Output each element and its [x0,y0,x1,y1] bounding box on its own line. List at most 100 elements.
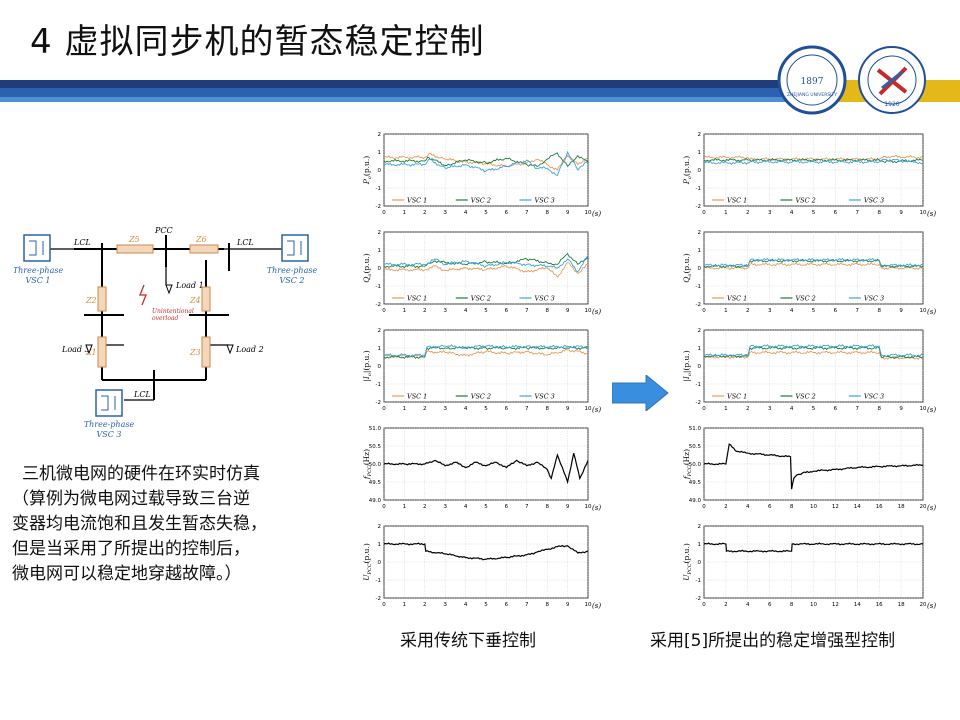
y-tick-label: -1 [696,186,701,192]
x-tick-label: 1 [724,308,728,314]
series-line-2 [704,157,923,164]
x-tick-label: 6 [505,308,509,314]
y-tick-label: 0 [698,168,702,174]
x-axis-label: (s) [927,308,936,316]
x-tick-label: 10 [920,406,927,412]
series-line-2 [384,152,588,168]
x-tick-label: 5 [812,308,816,314]
x-tick-label: 9 [566,406,570,412]
load-2-label: Load 2 [235,345,264,354]
z2-label: Z2 [85,296,97,305]
x-tick-label: 4 [464,210,468,216]
x-tick-label: 5 [484,210,488,216]
vsc-2-icon [281,234,309,262]
x-tick-label: 6 [834,406,838,412]
x-tick-label: 6 [505,406,509,412]
description-line: 三机微电网的硬件在环实时仿真 [22,464,260,484]
x-tick-label: 6 [834,308,838,314]
lcl-1-label: LCL [73,238,91,247]
y-axis-label: |Io|(p.u.) [362,350,373,381]
series-line-1 [384,152,588,171]
lcl-3-label: LCL [133,390,151,399]
right-arrow-icon [612,375,669,411]
y-tick-label: -2 [696,302,701,308]
x-tick-label: 7 [525,308,529,314]
x-tick-label: 7 [856,308,860,314]
x-tick-label: 5 [484,504,488,510]
x-tick-label: 6 [768,602,772,608]
x-tick-label: 2 [423,504,427,510]
y-axis-label: |Io|(p.u.) [682,350,693,381]
y-tick-label: 1 [378,248,382,254]
x-tick-label: 9 [899,308,903,314]
vsc-3-label-2: VSC 3 [96,430,121,439]
x-tick-label: 0 [382,504,386,510]
x-tick-label: 0 [702,406,706,412]
microgrid-circuit-diagram: Z5 Z6 Z2 Z4 Z1 Z3 PCC LCL LCL LCL Load 1… [14,226,318,439]
caption-left: 采用传统下垂控制 [400,631,536,651]
series-line-1 [704,262,923,271]
y-axis-label: fPCC(Hz) [682,449,693,480]
y-tick-label: 50.5 [689,444,702,450]
x-tick-label: 3 [443,210,447,216]
x-tick-label: 3 [443,602,447,608]
z3-label: Z3 [189,348,201,357]
vsc-2-label-1: Three-phase [267,266,318,275]
x-tick-label: 1 [724,406,728,412]
legend-label: VSC 2 [471,197,491,205]
caption-right: 采用[5]所提出的稳定增强型控制 [650,631,896,651]
description-text: 三机微电网的硬件在环实时仿真 （算例为微电网过载导致三台逆 变器均电流饱和且发生… [12,462,342,587]
x-axis-label: (s) [592,406,601,414]
x-tick-label: 0 [702,210,706,216]
vsc-3-icon [95,389,123,417]
y-axis-label: Qo(p.u.) [682,253,693,282]
x-tick-label: 10 [810,504,817,510]
description-line: 变器均电流饱和且发生暂态失稳， [12,514,267,534]
x-tick-label: 20 [920,504,927,510]
x-tick-label: 10 [585,602,592,608]
x-tick-label: 7 [525,504,529,510]
y-tick-label: 1 [698,346,702,352]
x-tick-label: 7 [525,210,529,216]
y-tick-label: -2 [696,204,701,210]
x-tick-label: 2 [423,602,427,608]
x-axis-label: (s) [927,602,936,610]
x-tick-label: 7 [525,602,529,608]
legend-label: VSC 3 [535,197,555,205]
y-tick-label: -1 [696,382,701,388]
load-1-label: Load 1 [175,281,204,290]
x-tick-label: 2 [746,308,750,314]
x-tick-label: 10 [810,602,817,608]
x-tick-label: 8 [877,210,881,216]
x-tick-label: 2 [746,210,750,216]
y-axis-label: Po(p.u.) [362,156,373,185]
y-tick-label: 2 [378,328,382,334]
series-line-2 [384,252,588,269]
y-tick-label: 49.5 [369,480,382,486]
x-tick-label: 1 [724,210,728,216]
x-tick-label: 0 [382,210,386,216]
x-tick-label: 5 [484,602,488,608]
x-tick-label: 2 [423,210,427,216]
y-tick-label: -2 [376,400,381,406]
series-line-3 [704,158,923,166]
x-tick-label: 7 [856,406,860,412]
y-tick-label: 2 [378,132,382,138]
y-tick-label: 0 [698,266,702,272]
x-tick-label: 10 [920,210,927,216]
legend-label: VSC 2 [795,295,815,303]
series-line-3 [704,257,923,268]
legend-label: VSC 3 [864,295,884,303]
y-tick-label: 0 [378,364,382,370]
legend-label: VSC 1 [407,197,427,205]
x-tick-label: 4 [464,504,468,510]
legend-label: VSC 2 [471,393,491,401]
series-line-1 [384,542,588,561]
x-tick-label: 10 [585,308,592,314]
y-tick-label: 1 [698,150,702,156]
x-axis-label: (s) [592,504,601,512]
x-axis-label: (s) [592,602,601,610]
